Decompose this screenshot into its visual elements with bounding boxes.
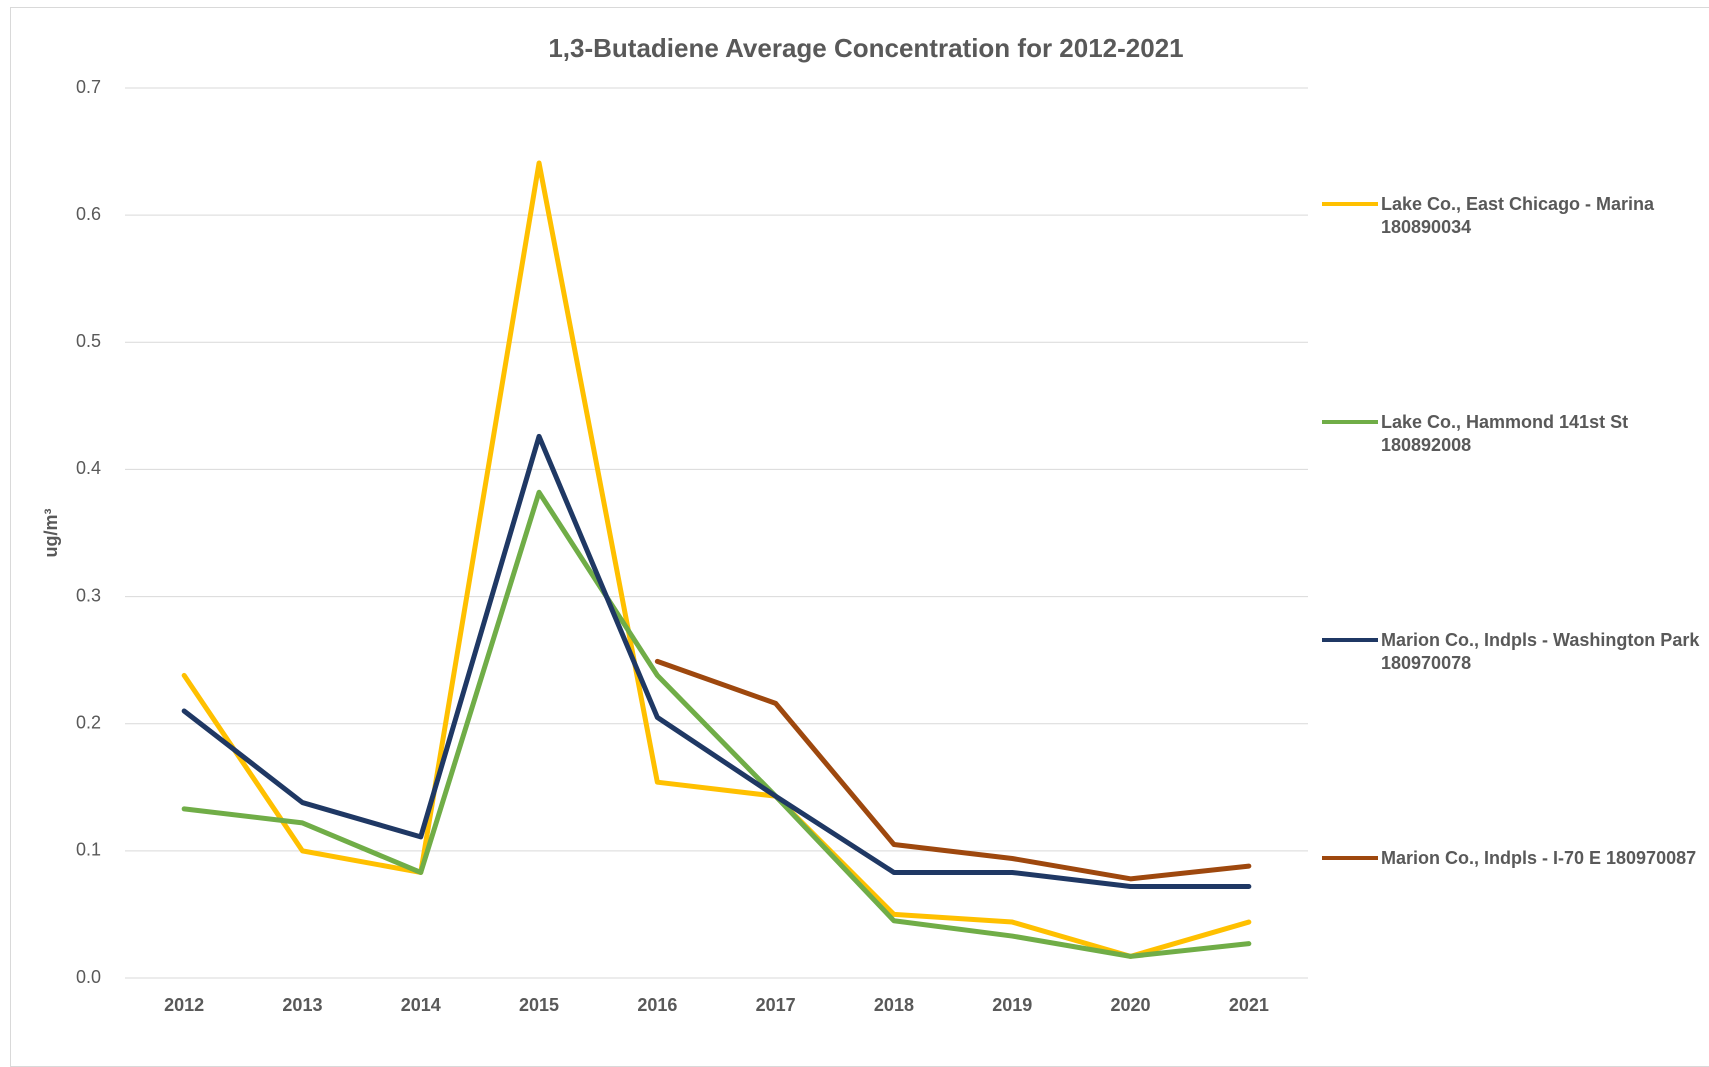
legend-item: Marion Co., Indpls - Washington Park 180… (1322, 629, 1709, 675)
legend-swatch (1322, 202, 1378, 206)
legend-label: Marion Co., Indpls - I-70 E 180970087 (1381, 848, 1697, 868)
legend-label: Marion Co., Indpls - Washington Park 180… (1381, 630, 1700, 673)
legend-item: Marion Co., Indpls - I-70 E 180970087 (1322, 847, 1709, 870)
x-tick-label: 2019 (992, 995, 1032, 1015)
x-tick-label: 2015 (519, 995, 559, 1015)
series-line (181, 489, 1252, 959)
legend-label: Lake Co., East Chicago - Marina 18089003… (1381, 194, 1655, 237)
x-tick-label: 2012 (164, 995, 204, 1015)
y-tick-label: 0.6 (76, 204, 101, 224)
x-tick-label: 2017 (756, 995, 796, 1015)
y-axis-label: ug/m³ (41, 509, 61, 558)
x-tick-label: 2020 (1111, 995, 1151, 1015)
y-tick-label: 0.2 (76, 712, 101, 732)
y-tick-label: 0.0 (76, 967, 101, 987)
x-tick-label: 2018 (874, 995, 914, 1015)
y-tick-label: 0.3 (76, 585, 101, 605)
legend-swatch (1322, 638, 1378, 642)
x-tick-label: 2016 (637, 995, 677, 1015)
legend-swatch (1322, 856, 1378, 860)
x-tick-label: 2013 (282, 995, 322, 1015)
y-tick-label: 0.7 (76, 77, 101, 97)
series-line (181, 160, 1252, 959)
legend-label: Lake Co., Hammond 141st St 180892008 (1381, 412, 1629, 455)
chart-title: 1,3-Butadiene Average Concentration for … (548, 33, 1183, 63)
y-tick-label: 0.1 (76, 840, 101, 860)
legend-item: Lake Co., East Chicago - Marina 18089003… (1322, 193, 1709, 239)
x-tick-label: 2014 (401, 995, 441, 1015)
legend-swatch (1322, 420, 1378, 424)
legend-item: Lake Co., Hammond 141st St 180892008 (1322, 411, 1709, 457)
series-line (654, 658, 1252, 882)
x-tick-label: 2021 (1229, 995, 1269, 1015)
y-tick-label: 0.5 (76, 331, 101, 351)
y-tick-label: 0.4 (76, 458, 101, 478)
series-line (181, 433, 1252, 889)
